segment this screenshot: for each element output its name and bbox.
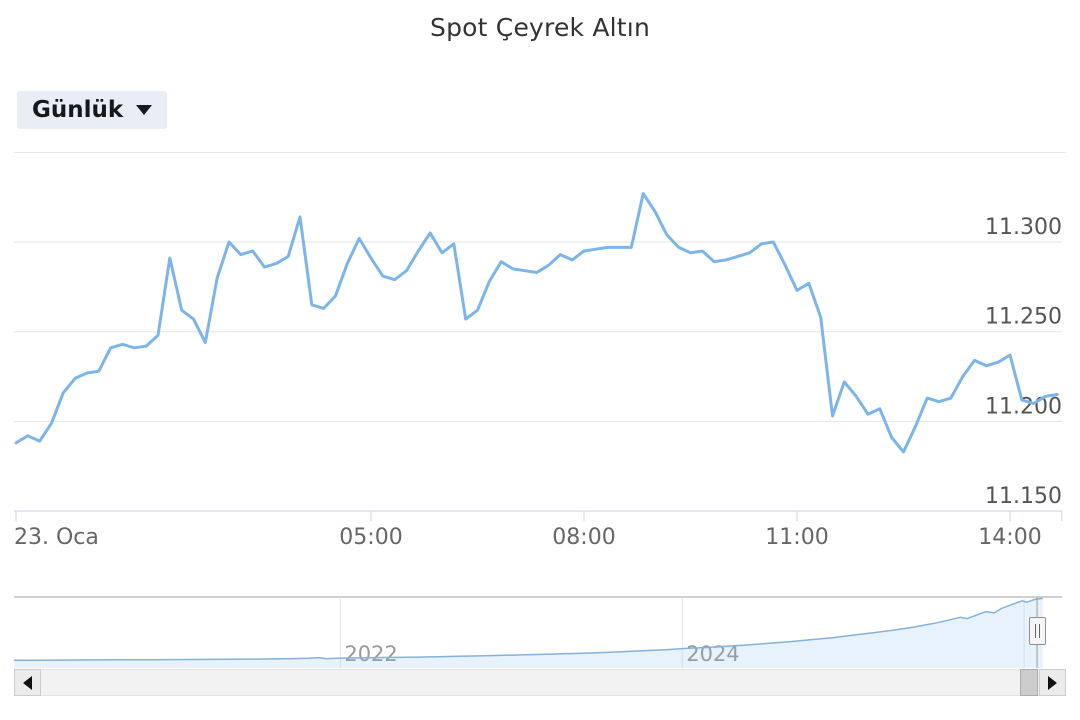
y-axis-label: 11.250 [985, 305, 1062, 330]
triangle-left-icon [23, 675, 32, 690]
range-selector-label: Günlük [32, 97, 124, 123]
navigator-handle[interactable] [1029, 617, 1046, 645]
handle-grip-line [1039, 624, 1040, 638]
chart-title: Spot Çeyrek Altın [430, 13, 650, 42]
y-axis-label: 11.200 [985, 394, 1062, 419]
scroll-left-button[interactable] [14, 669, 41, 696]
y-axis-label: 11.300 [985, 215, 1062, 240]
scrollbar-thumb[interactable] [1020, 669, 1038, 696]
range-selector-button[interactable]: Günlük [17, 91, 168, 129]
handle-grip-line [1035, 624, 1036, 638]
chart-plot-area[interactable] [14, 160, 1062, 511]
scrollbar-track[interactable] [14, 669, 1066, 696]
x-axis-label: 14:00 [978, 525, 1041, 550]
caret-down-icon [136, 105, 153, 115]
navigator-area-fill [14, 598, 1043, 668]
triangle-right-icon [1048, 675, 1057, 690]
header-divider [14, 152, 1066, 153]
navigator-series-line [14, 597, 1043, 661]
x-axis-label: 08:00 [552, 525, 615, 550]
x-axis-label: 11:00 [765, 525, 828, 550]
scroll-right-button[interactable] [1039, 669, 1066, 696]
navigator-year-label: 2022 [344, 642, 397, 666]
x-axis-label: 05:00 [339, 525, 402, 550]
price-series-line [14, 192, 1059, 454]
x-axis-label: 23. Oca [14, 525, 99, 550]
y-axis-label: 11.150 [985, 484, 1062, 509]
